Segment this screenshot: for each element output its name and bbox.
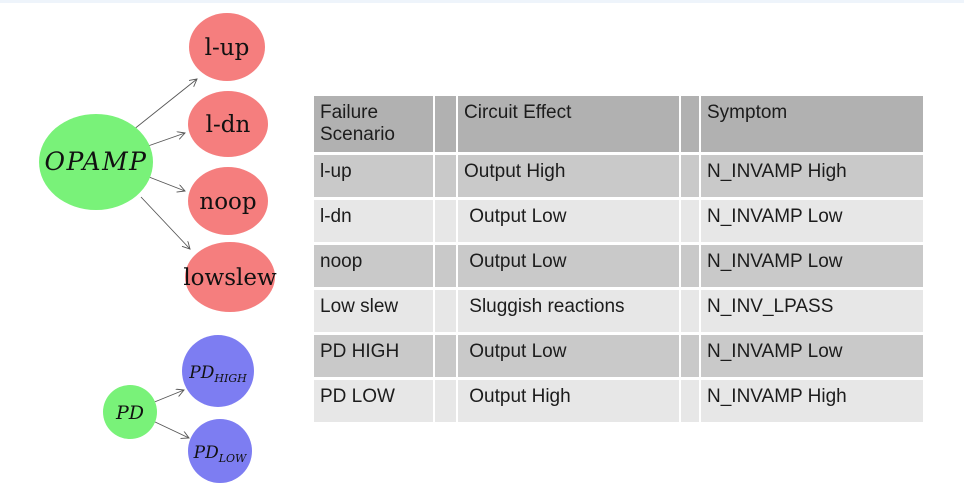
node-lowslew-label: lowslew — [183, 265, 277, 291]
node-pd-low-label: PDLOW — [193, 443, 248, 465]
node-pd-high: PDHIGH — [182, 335, 254, 407]
cell-effect: Output Low — [458, 200, 679, 242]
node-opamp: OPAMP — [39, 114, 153, 210]
cell-scenario: PD LOW — [314, 380, 433, 422]
cell-spacer — [435, 155, 456, 197]
cell-spacer — [435, 335, 456, 377]
cell-spacer — [435, 290, 456, 332]
node-lowslew: lowslew — [183, 242, 277, 312]
failure-table: Failure Scenario Circuit Effect Symptom … — [314, 96, 923, 422]
cell-effect: Sluggish reactions — [458, 290, 679, 332]
edge-pd-pdlow — [152, 420, 189, 438]
cell-symptom: N_INVAMP Low — [701, 335, 923, 377]
node-l-up: l-up — [189, 13, 265, 81]
cell-symptom: N_INVAMP Low — [701, 245, 923, 287]
node-pd-high-sub: HIGH — [213, 372, 247, 385]
cell-scenario: l-dn — [314, 200, 433, 242]
cell-spacer — [435, 245, 456, 287]
cell-effect: Output High — [458, 380, 679, 422]
cell-scenario: Low slew — [314, 290, 433, 332]
cell-spacer — [681, 200, 699, 242]
cell-symptom: N_INVAMP Low — [701, 200, 923, 242]
header-circuit-effect: Circuit Effect — [458, 96, 679, 152]
cell-spacer — [681, 335, 699, 377]
top-strip — [0, 0, 964, 3]
node-noop-label: noop — [199, 189, 256, 215]
cell-spacer — [681, 380, 699, 422]
cell-spacer — [435, 200, 456, 242]
node-pd-low-sub: LOW — [218, 452, 248, 465]
cell-effect: Output High — [458, 155, 679, 197]
edge-opamp-ldn — [147, 133, 185, 147]
edge-opamp-lup — [132, 79, 197, 131]
header-failure-scenario: Failure Scenario — [314, 96, 433, 152]
node-pd: PD — [103, 385, 157, 439]
node-l-dn-label: l-dn — [206, 112, 251, 138]
cell-scenario: PD HIGH — [314, 335, 433, 377]
node-pd-high-label: PDHIGH — [188, 363, 247, 385]
cell-scenario: l-up — [314, 155, 433, 197]
header-symptom: Symptom — [701, 96, 923, 152]
header-spacer-1 — [435, 96, 456, 152]
header-spacer-2 — [681, 96, 699, 152]
node-l-up-label: l-up — [205, 35, 250, 61]
cell-spacer — [681, 245, 699, 287]
node-pd-label: PD — [115, 402, 144, 424]
node-pd-low: PDLOW — [188, 419, 252, 483]
cell-effect: Output Low — [458, 245, 679, 287]
cell-scenario: noop — [314, 245, 433, 287]
cell-symptom: N_INV_LPASS — [701, 290, 923, 332]
cell-effect: Output Low — [458, 335, 679, 377]
node-l-dn: l-dn — [188, 91, 268, 157]
fault-tree-diagram: OPAMP l-up l-dn noop lowslew PD PDHIGH — [39, 13, 277, 483]
node-opamp-label: OPAMP — [45, 147, 148, 176]
cell-spacer — [681, 155, 699, 197]
node-noop: noop — [188, 167, 268, 235]
edge-opamp-lowslew — [140, 196, 190, 249]
cell-symptom: N_INVAMP High — [701, 155, 923, 197]
node-pd-low-main: PD — [193, 443, 219, 463]
cell-symptom: N_INVAMP High — [701, 380, 923, 422]
edge-opamp-noop — [148, 176, 185, 191]
node-pd-high-main: PD — [188, 363, 214, 383]
edge-pd-pdhigh — [151, 390, 184, 404]
cell-spacer — [435, 380, 456, 422]
cell-spacer — [681, 290, 699, 332]
